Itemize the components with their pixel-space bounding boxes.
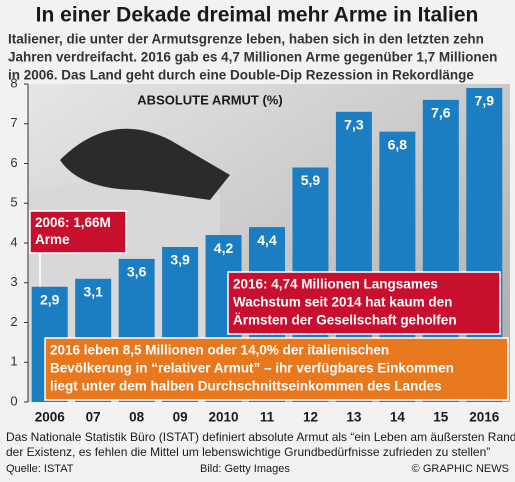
subtitle: in 2006. Das Land geht durch eine Double… — [8, 68, 474, 83]
x-tick-label: 07 — [86, 410, 101, 425]
annotation-text: Wachstum seit 2014 hat kaum den — [233, 295, 452, 310]
x-tick-label: 11 — [260, 410, 275, 425]
subtitle: Italiener, die unter der Armutsgrenze le… — [8, 32, 484, 47]
value-label: 3,1 — [83, 283, 103, 299]
y-tick-label: 7 — [10, 115, 17, 130]
y-tick-label: 4 — [10, 234, 17, 249]
x-tick-label: 14 — [390, 410, 406, 425]
x-tick-label: 2006 — [35, 410, 66, 425]
annotation-text: Bevölkerung in “relativer Armut” – ihr v… — [50, 361, 454, 376]
value-label: 2,9 — [40, 291, 60, 307]
x-tick-label: 15 — [433, 410, 449, 425]
y-tick-label: 5 — [10, 195, 17, 210]
annotation-box — [29, 210, 127, 254]
annotation-text: 2016: 4,74 Millionen Langsames — [233, 277, 438, 292]
y-tick-label: 1 — [10, 354, 17, 369]
annotation-box — [227, 271, 501, 335]
y-tick-label: 6 — [10, 155, 17, 170]
annotation-text: liegt unter dem halben Durchschnittseink… — [50, 379, 442, 394]
value-label: 3,9 — [170, 252, 190, 268]
value-label: 4,4 — [257, 232, 277, 248]
x-tick-label: 09 — [173, 410, 188, 425]
photo-person — [60, 128, 230, 200]
x-tick-label: 13 — [346, 410, 362, 425]
annotation-text: Ärmsten der Gesellschaft geholfen — [233, 313, 457, 328]
value-label: 6,8 — [388, 136, 408, 152]
y-tick-label: 8 — [10, 75, 17, 90]
copyright: © GRAPHIC NEWS — [412, 463, 509, 475]
value-label: 7,3 — [344, 117, 364, 133]
x-tick-label: 2016 — [469, 410, 500, 425]
credit: Bild: Getty Images — [200, 463, 290, 475]
annotation-box — [44, 337, 509, 401]
annotation-text: 2016 leben 8,5 Millionen oder 14,0% der … — [50, 343, 389, 358]
y-tick-label: 0 — [10, 393, 17, 408]
y-tick-label: 2 — [10, 314, 17, 329]
x-tick-label: 2010 — [209, 410, 239, 425]
source: Quelle: ISTAT — [6, 463, 74, 475]
value-label: 5,9 — [301, 172, 321, 188]
value-label: 7,6 — [431, 105, 451, 121]
value-label: 3,6 — [127, 264, 147, 280]
annotation-text: Arme — [35, 232, 70, 247]
annotation-text: 2006: 1,66M — [35, 215, 111, 230]
x-tick-label: 08 — [129, 410, 145, 425]
x-tick-label: 12 — [303, 410, 318, 425]
chart-title: In einer Dekade dreimal mehr Arme in Ita… — [36, 4, 479, 27]
subtitle: Jahren verdreifacht. 2016 gab es 4,7 Mil… — [8, 50, 497, 65]
chart-label: ABSOLUTE ARMUT (%) — [137, 92, 282, 107]
value-label: 7,9 — [475, 93, 495, 109]
value-label: 4,2 — [214, 240, 234, 256]
note: der Existenz, es fehlen die Mittel um le… — [6, 445, 490, 459]
note: Das Nationale Statistik Büro (ISTAT) def… — [6, 430, 515, 444]
y-tick-label: 3 — [10, 274, 17, 289]
